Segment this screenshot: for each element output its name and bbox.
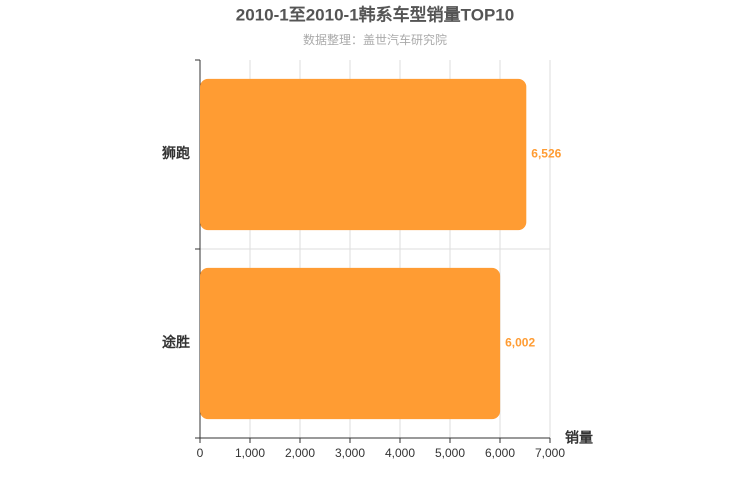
bar xyxy=(200,267,501,420)
y-tick-label: 狮跑 xyxy=(161,145,190,161)
y-tick-label: 途胜 xyxy=(162,334,190,350)
x-tick-label: 2,000 xyxy=(285,446,315,460)
x-tick-label: 1,000 xyxy=(235,446,265,460)
data-label: 6,002 xyxy=(505,336,535,350)
x-tick-label: 7,000 xyxy=(535,446,565,460)
x-axis-title: 销量 xyxy=(565,430,593,446)
x-tick-label: 5,000 xyxy=(435,446,465,460)
x-tick-label: 0 xyxy=(197,446,204,460)
x-tick-label: 4,000 xyxy=(385,446,415,460)
bar xyxy=(200,78,527,231)
x-tick-label: 3,000 xyxy=(335,446,365,460)
data-label: 6,526 xyxy=(531,147,561,161)
x-tick-label: 6,000 xyxy=(485,446,515,460)
chart-subtitle: 数据整理：盖世汽车研究院 xyxy=(303,32,447,47)
chart-title: 2010-1至2010-1韩系车型销量TOP10 xyxy=(236,4,514,24)
